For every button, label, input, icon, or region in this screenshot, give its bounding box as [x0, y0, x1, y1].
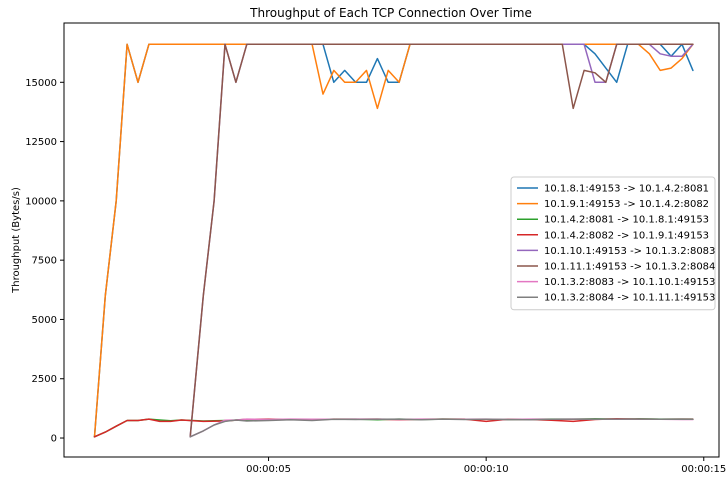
legend-entry-6: 10.1.11.1:49153 -> 10.1.3.2:8084	[544, 262, 715, 273]
y-tick-label: 0	[51, 434, 57, 445]
series-line-4	[93, 418, 694, 438]
legend: 10.1.8.1:49153 -> 10.1.4.2:8081 10.1.9.1:…	[510, 176, 716, 311]
x-tick-label: 00:00:05	[246, 464, 291, 475]
legend-entry-7: 10.1.3.2:8083 -> 10.1.10.1:49153	[544, 277, 715, 288]
legend-entry-4: 10.1.4.2:8082 -> 10.1.9.1:49153	[544, 230, 709, 241]
y-tick-label: 2500	[32, 374, 57, 385]
series-line-3	[93, 418, 694, 438]
legend-entry-5: 10.1.10.1:49153 -> 10.1.3.2:8083	[544, 246, 715, 257]
series-line-6	[189, 43, 694, 438]
legend-entry-2: 10.1.9.1:49153 -> 10.1.4.2:8082	[544, 199, 709, 210]
plot-area: 0 2500 5000 7500 10000 12500 15000 00:00:05 00:0…	[25, 22, 726, 475]
series-line-8	[189, 418, 694, 438]
y-tick-label: 10000	[25, 196, 57, 207]
y-tick-label: 12500	[25, 137, 57, 148]
y-tick-label: 15000	[25, 78, 57, 89]
legend-entry-1: 10.1.8.1:49153 -> 10.1.4.2:8081	[544, 184, 709, 195]
y-tick-label: 7500	[32, 256, 57, 267]
x-tick-label: 00:00:15	[681, 464, 726, 475]
plot-frame	[63, 22, 720, 458]
chart-title: Throughput of Each TCP Connection Over T…	[249, 6, 532, 20]
legend-entry-3: 10.1.4.2:8081 -> 10.1.8.1:49153	[544, 215, 709, 226]
x-tick-label: 00:00:10	[464, 464, 509, 475]
legend-box	[510, 176, 716, 311]
series-line-7	[189, 418, 694, 438]
y-axis-label: Throughput (Bytes/s)	[11, 187, 22, 294]
legend-entry-8: 10.1.3.2:8084 -> 10.1.11.1:49153	[544, 293, 715, 304]
y-tick-label: 5000	[32, 315, 57, 326]
